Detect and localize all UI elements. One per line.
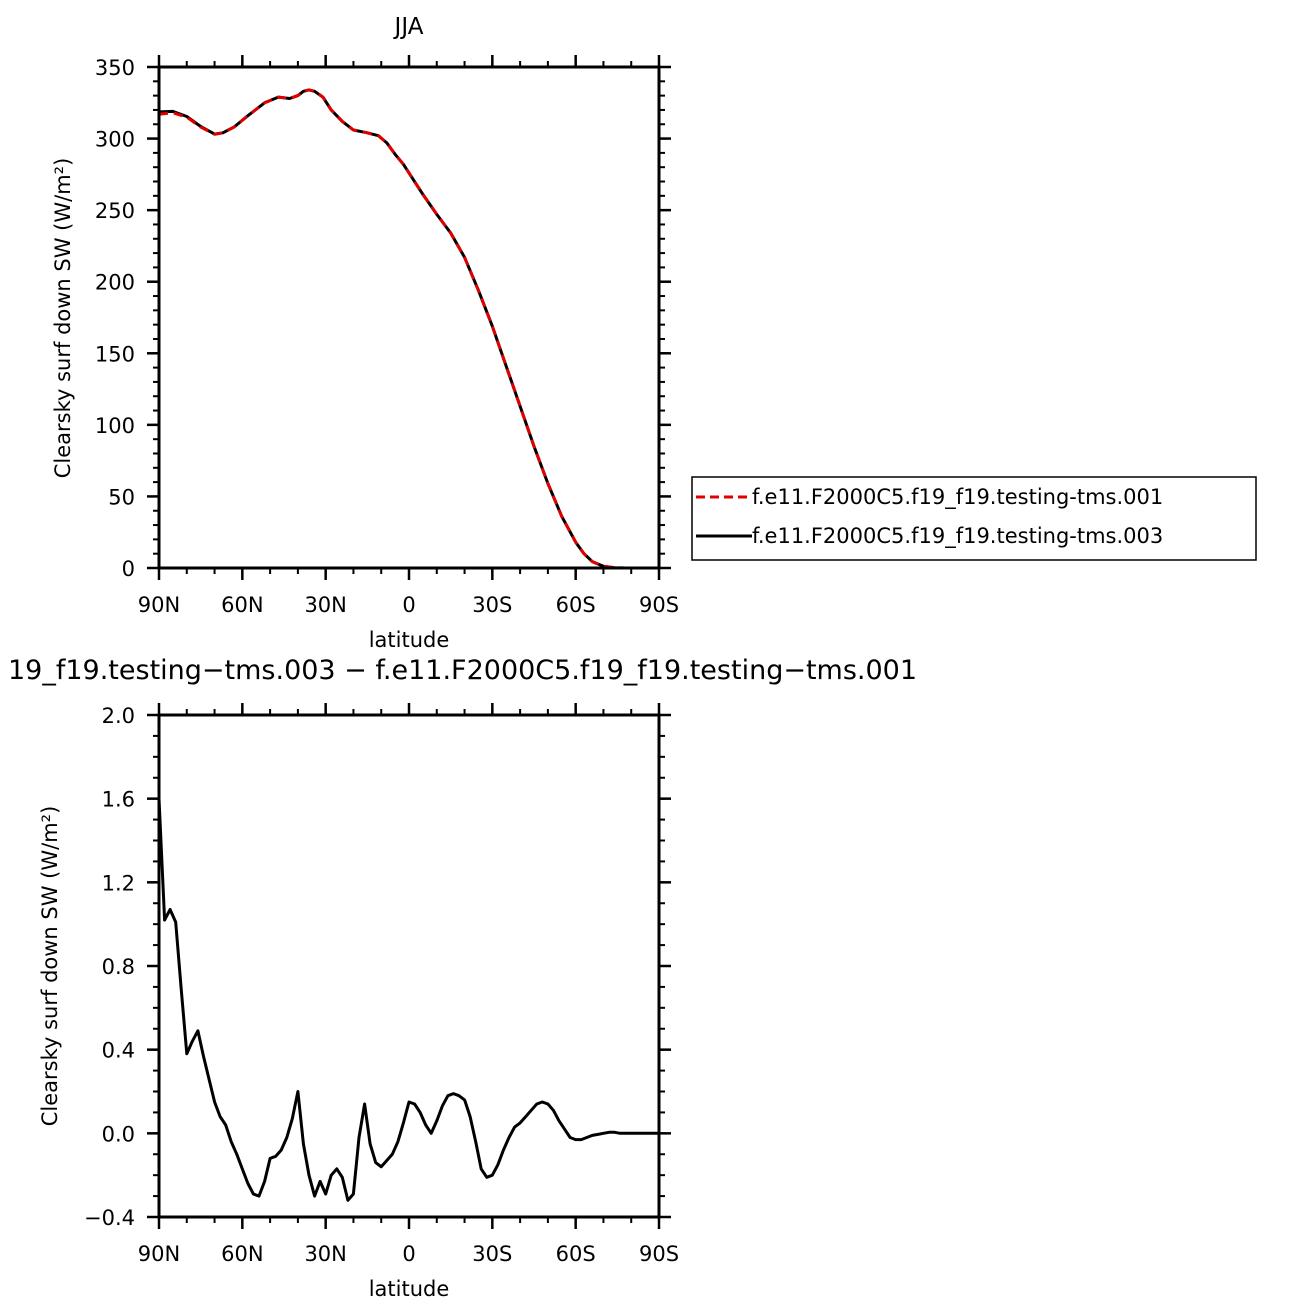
- top-chart-ticks: 90N 60N 30N 0 30S 60S 90S 0 50 100 150 200 250 300 350: [95, 55, 679, 617]
- bottom-chart-y-tick-label: 1.6: [102, 788, 135, 812]
- top-chart-title: JJA: [393, 14, 424, 40]
- bottom-chart-frame: [157, 713, 661, 1219]
- top-chart-x-tick-label: 30N: [304, 593, 346, 617]
- legend-label-001: f.e11.F2000C5.f19_f19.testing-tms.001: [752, 485, 1163, 510]
- top-chart-y-tick-label: 350: [95, 56, 135, 80]
- top-chart-y-tick-label: 50: [108, 485, 135, 509]
- top-chart-series-line-0: [158, 88, 659, 570]
- top-chart: JJA Clearsky surf down SW (W/m²) latitud…: [51, 14, 679, 652]
- top-chart-y-tick-label: 0: [122, 557, 135, 581]
- top-chart-y-tick-label: 250: [95, 199, 135, 223]
- bottom-chart-x-tick-label: 0: [402, 1242, 415, 1266]
- bottom-chart-x-tick-label: 30S: [472, 1242, 512, 1266]
- bottom-chart-ylabel: Clearsky surf down SW (W/m²): [38, 806, 62, 1127]
- top-chart-y-tick-label: 300: [95, 128, 135, 152]
- bottom-chart-x-tick-label: 90N: [138, 1242, 180, 1266]
- top-chart-series-line-1: [158, 88, 659, 570]
- top-chart-frame: [157, 65, 661, 570]
- bottom-chart-x-tick-label: 30N: [304, 1242, 346, 1266]
- bottom-chart-x-tick-label: 60N: [221, 1242, 263, 1266]
- top-chart-series: [158, 88, 659, 570]
- top-chart-x-tick-label: 30S: [472, 593, 512, 617]
- top-chart-ylabel: Clearsky surf down SW (W/m²): [51, 158, 75, 479]
- bottom-chart-ticks: 90N 60N 30N 0 30S 60S 90S −0.4 0.0 0.4 0.8 1.2 1.6 2.…: [84, 703, 679, 1266]
- bottom-chart-series-line-0: [157, 798, 659, 1202]
- bottom-chart-x-tick-label: 60S: [556, 1242, 596, 1266]
- top-chart-y-tick-label: 100: [95, 414, 135, 438]
- top-chart-y-tick-label: 150: [95, 342, 135, 366]
- legend: f.e11.F2000C5.f19_f19.testing-tms.001 f.…: [691, 476, 1257, 561]
- top-chart-x-tick-label: 90S: [639, 593, 679, 617]
- top-chart-x-tick-label: 0: [402, 593, 415, 617]
- legend-label-003: f.e11.F2000C5.f19_f19.testing-tms.003: [752, 524, 1163, 549]
- bottom-chart-y-tick-label: 0.4: [102, 1039, 135, 1063]
- bottom-chart-x-tick-label: 90S: [639, 1242, 679, 1266]
- bottom-chart-y-tick-label: 2.0: [102, 704, 135, 728]
- bottom-chart-y-tick-label: −0.4: [84, 1206, 135, 1230]
- top-chart-y-tick-label: 200: [95, 271, 135, 295]
- bottom-chart-y-tick-label: 1.2: [102, 871, 135, 895]
- top-chart-xlabel: latitude: [369, 628, 450, 652]
- bottom-chart: 19_f19.testing−tms.003 − f.e11.F2000C5.f…: [8, 655, 917, 1301]
- bottom-chart-y-tick-label: 0.0: [102, 1122, 135, 1146]
- legend-box: [691, 476, 1257, 561]
- top-chart-x-tick-label: 60S: [556, 593, 596, 617]
- bottom-chart-series: [157, 798, 659, 1202]
- top-chart-x-tick-label: 90N: [138, 593, 180, 617]
- bottom-chart-title: 19_f19.testing−tms.003 − f.e11.F2000C5.f…: [8, 655, 917, 686]
- bottom-chart-xlabel: latitude: [369, 1277, 450, 1301]
- top-chart-x-tick-label: 60N: [221, 593, 263, 617]
- bottom-chart-y-tick-label: 0.8: [102, 955, 135, 979]
